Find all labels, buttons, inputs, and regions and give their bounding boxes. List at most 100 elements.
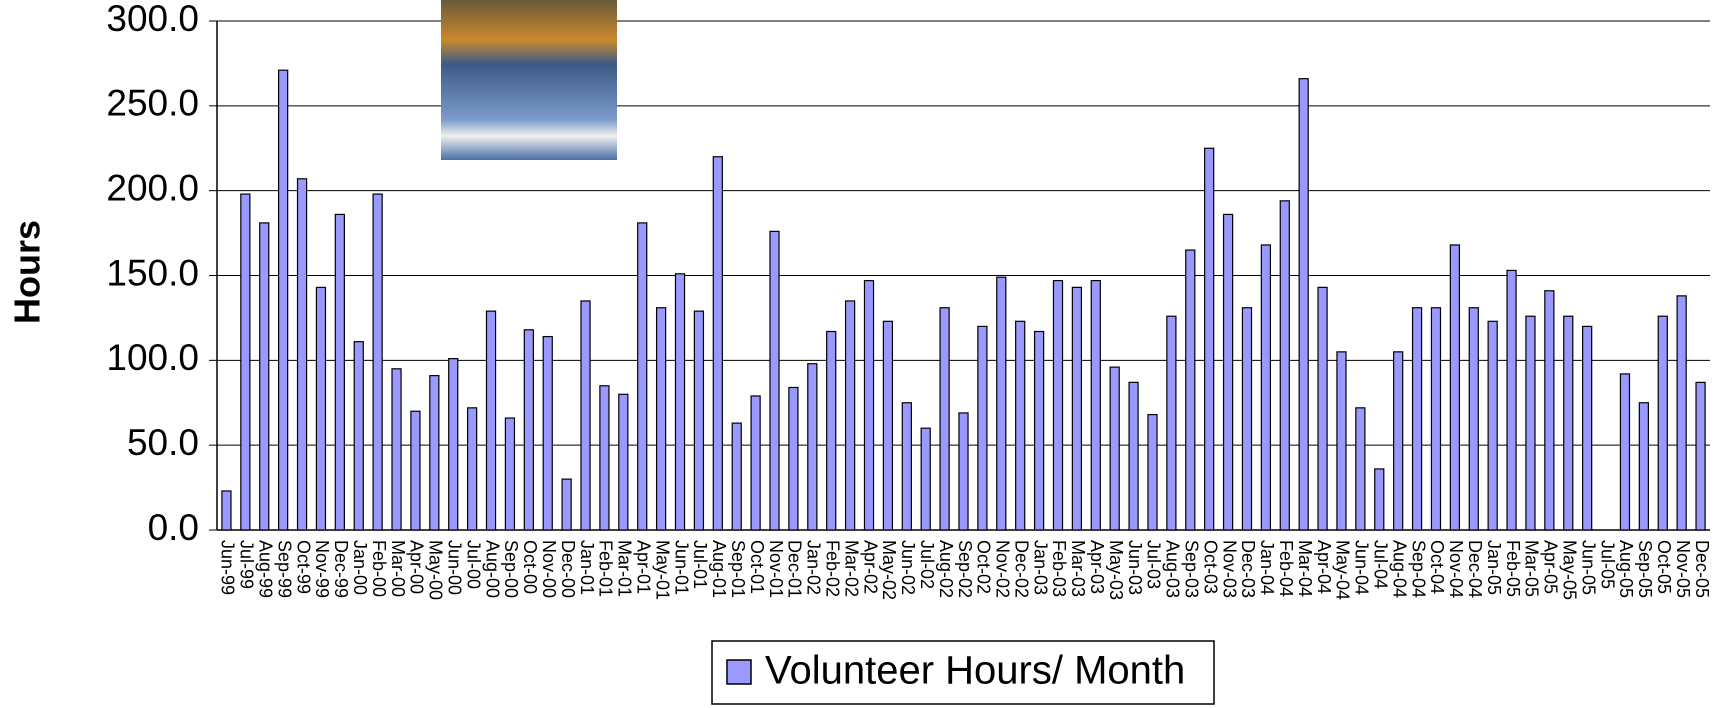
x-tick-label: May-03	[1106, 540, 1126, 600]
bar	[542, 335, 553, 531]
x-tick-label: May-02	[879, 540, 899, 600]
bar	[278, 69, 289, 531]
bar	[1563, 315, 1574, 531]
x-tick-label: Jun-02	[898, 540, 918, 595]
bar	[1052, 279, 1064, 531]
x-tick-label: Apr-03	[1087, 540, 1107, 594]
bar	[1222, 213, 1234, 531]
x-tick-label: Dec-99	[331, 540, 351, 598]
x-tick-label: Nov-04	[1446, 540, 1466, 598]
x-tick-label: Sep-00	[501, 540, 521, 598]
bar	[1241, 307, 1253, 531]
x-tick-label: Sep-02	[955, 540, 975, 598]
x-tick-label: Apr-01	[633, 540, 653, 594]
bar	[1449, 244, 1461, 531]
x-tick-label: Oct-99	[293, 540, 313, 594]
x-tick-label: Jul-03	[1144, 540, 1164, 589]
x-tick-label: Nov-00	[539, 540, 559, 598]
x-tick-label: Sep-05	[1635, 540, 1655, 598]
x-tick-label: Jan-05	[1484, 540, 1504, 595]
bar	[901, 402, 912, 531]
bar	[1071, 286, 1083, 531]
x-tick-label: Jun-03	[1125, 540, 1145, 595]
bar	[1185, 249, 1196, 531]
bar	[807, 363, 818, 531]
x-tick-label: Nov-05	[1673, 540, 1693, 598]
bar	[1430, 307, 1442, 531]
bar	[655, 307, 667, 531]
x-tick-label: Feb-02	[822, 540, 842, 597]
x-tick-label: Feb-00	[369, 540, 389, 597]
bar	[1298, 78, 1309, 531]
x-tick-label: Oct-01	[747, 540, 767, 594]
x-tick-label: Mar-04	[1295, 540, 1315, 597]
x-tick-label: Sep-03	[1182, 540, 1202, 598]
bar	[863, 279, 875, 531]
bar	[939, 307, 950, 531]
x-tick-label: Aug-01	[709, 540, 729, 598]
bar	[1204, 147, 1215, 531]
photo	[441, 0, 617, 160]
x-tick-label: Apr-04	[1314, 540, 1334, 594]
x-tick-label: Jan-03	[1030, 540, 1050, 595]
bar	[1374, 468, 1385, 531]
x-tick-label: Jul-01	[690, 540, 710, 589]
x-tick-label: Oct-04	[1427, 540, 1447, 594]
y-tick-label: 300.0	[106, 0, 199, 39]
x-tick-label: Aug-99	[255, 540, 275, 598]
bar	[1128, 381, 1139, 531]
x-tick-label: Nov-01	[766, 540, 786, 598]
x-tick-label: Dec-04	[1465, 540, 1485, 598]
bar	[466, 407, 478, 531]
bar	[1582, 325, 1593, 531]
bar	[788, 386, 799, 531]
x-tick-label: Mar-03	[1068, 540, 1088, 597]
y-tick-label: 150.0	[106, 252, 199, 293]
x-tick-label: Jul-02	[917, 540, 937, 589]
bar	[1317, 286, 1328, 531]
bar	[429, 375, 440, 531]
x-tick-label: Oct-00	[520, 540, 540, 594]
bar	[240, 193, 251, 531]
bar	[882, 320, 894, 531]
y-tick-label: 0.0	[148, 507, 199, 548]
x-tick-label: Nov-02	[993, 540, 1013, 598]
bar	[580, 300, 591, 531]
x-tick-label: Aug-04	[1389, 540, 1409, 598]
x-tick-label: Dec-05	[1692, 540, 1712, 598]
x-tick-label: Aug-05	[1616, 540, 1636, 598]
bar	[1411, 307, 1423, 531]
y-tick-label: 200.0	[106, 167, 199, 208]
bar	[1544, 290, 1555, 531]
x-tick-label: Mar-01	[615, 540, 635, 597]
x-tick-label: Jul-99	[237, 540, 257, 589]
x-tick-label: Jan-00	[350, 540, 370, 595]
x-tick-label: Oct-02	[974, 540, 994, 594]
legend-swatch	[726, 659, 752, 685]
y-tick-label: 50.0	[127, 422, 199, 463]
x-tick-label: Jun-04	[1352, 540, 1372, 595]
x-tick-label: Jul-00	[463, 540, 483, 589]
bar	[315, 286, 327, 531]
bar	[1619, 373, 1631, 531]
bar	[826, 330, 837, 531]
x-tick-label: Jan-02	[804, 540, 824, 595]
x-tick-label: Jun-99	[218, 540, 238, 595]
bar	[769, 230, 780, 531]
x-tick-label: Mar-02	[841, 540, 861, 597]
bar	[1033, 330, 1045, 531]
bar	[712, 156, 723, 531]
x-tick-label: Feb-04	[1276, 540, 1296, 597]
bar	[1695, 381, 1706, 531]
bar	[410, 410, 421, 531]
x-tick-label: Jul-04	[1371, 540, 1391, 589]
x-tick-label: Apr-05	[1541, 540, 1561, 594]
bar	[674, 273, 686, 531]
x-tick-label: May-04	[1333, 540, 1353, 600]
x-tick-label: Dec-01	[785, 540, 805, 598]
x-tick-label: Apr-00	[407, 540, 427, 594]
x-tick-label: Nov-03	[1219, 540, 1239, 598]
x-tick-label: Aug-02	[936, 540, 956, 598]
bar	[920, 427, 931, 531]
bar	[372, 193, 383, 531]
